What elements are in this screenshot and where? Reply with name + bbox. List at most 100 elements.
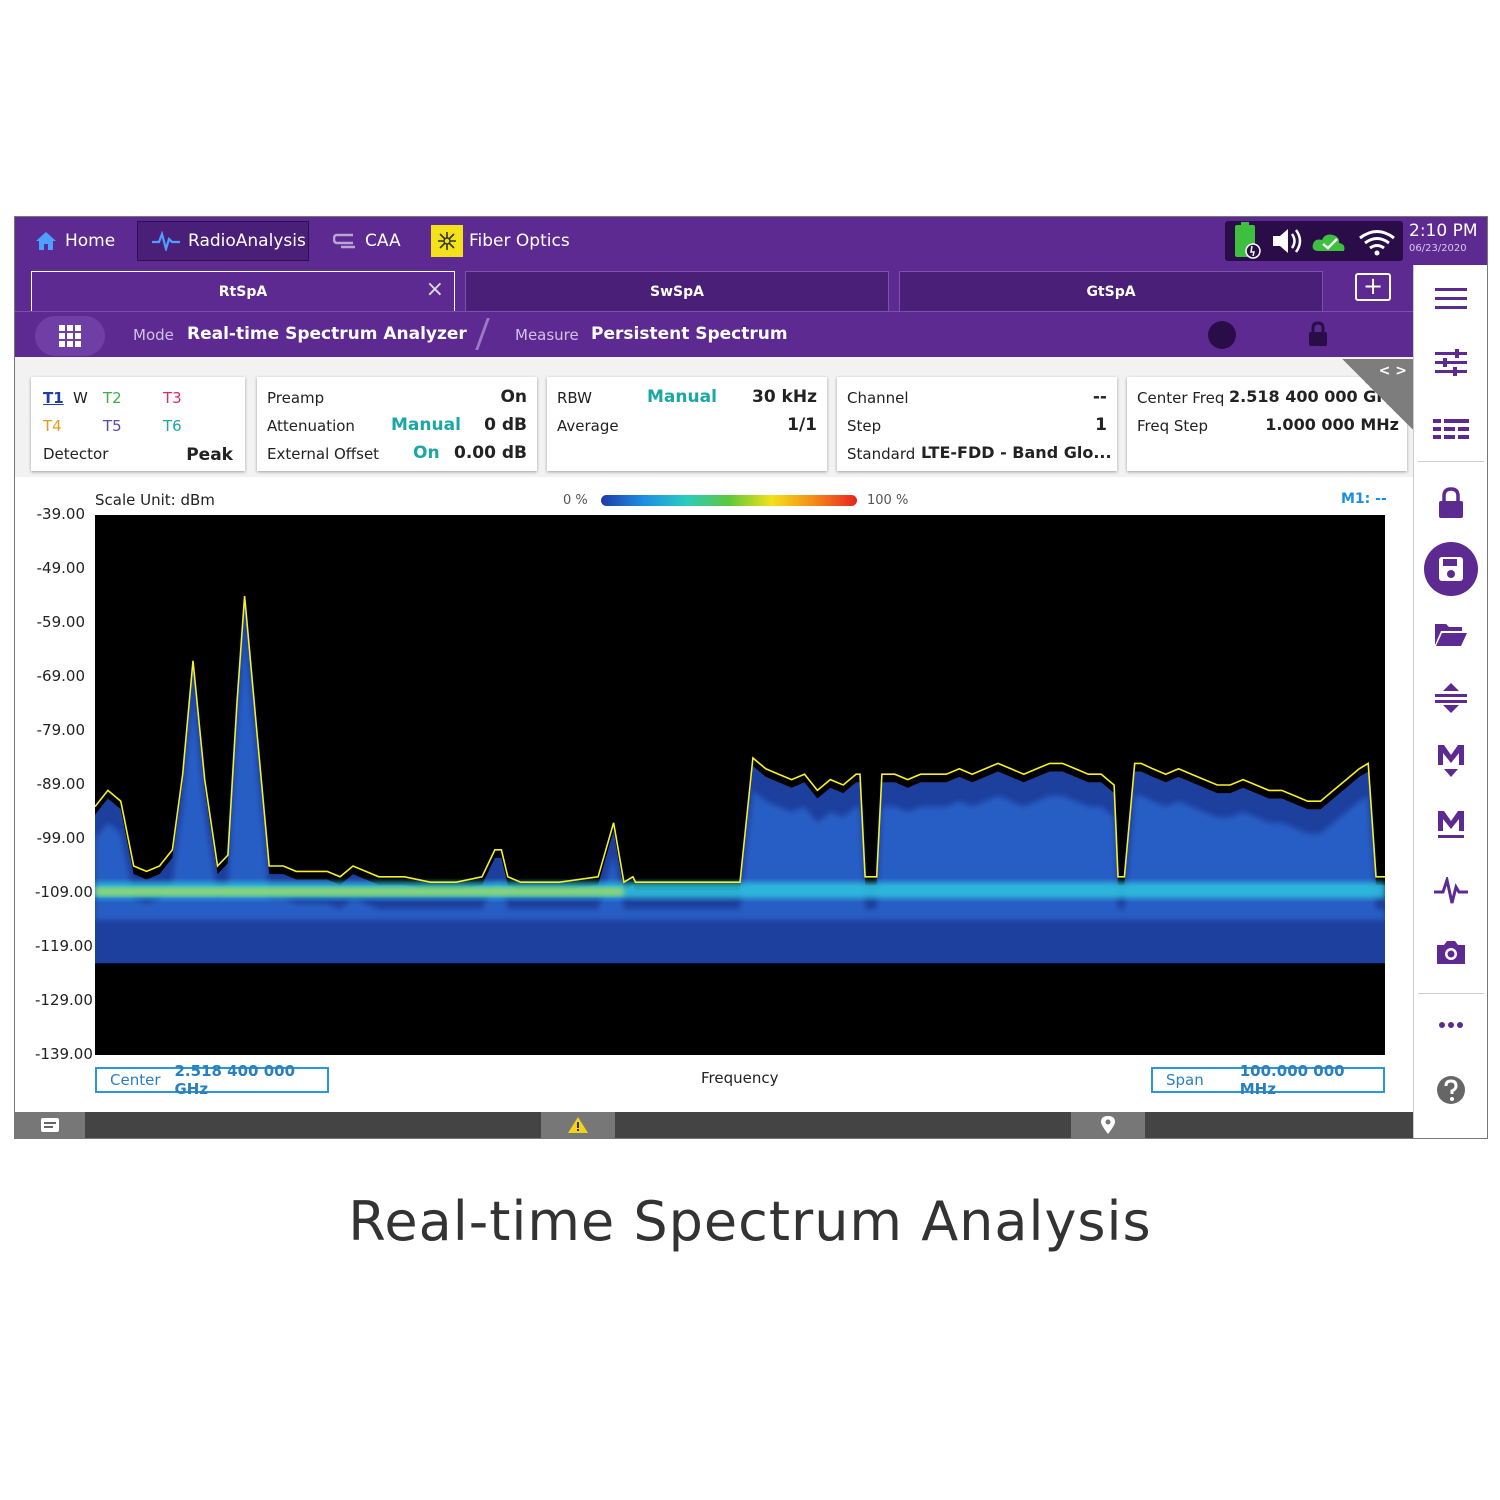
log-button[interactable] (15, 1112, 85, 1138)
attenuation-value[interactable]: 0 dB (484, 415, 527, 435)
trace-t1[interactable]: T1 (43, 389, 64, 407)
sidebar-divider (1418, 461, 1484, 462)
screenshot-button[interactable] (1414, 939, 1487, 965)
trace-w[interactable]: W (73, 389, 88, 407)
channel-value[interactable]: -- (1092, 387, 1107, 407)
y-tick-label: -49.00 (36, 559, 85, 577)
caa-button[interactable]: CAA (333, 221, 401, 261)
preamp-panel[interactable]: Preamp On Attenuation Manual 0 dB Extern… (257, 377, 537, 471)
rbw-value[interactable]: 30 kHz (751, 387, 817, 407)
attenuation-mode[interactable]: Manual (391, 415, 461, 435)
bottom-status-bar (15, 1112, 1413, 1138)
average-label: Average (557, 417, 619, 435)
standard-label: Standard (847, 445, 916, 463)
app-grid-button[interactable] (35, 316, 105, 356)
trace-button[interactable] (1414, 877, 1487, 905)
trace-t6[interactable]: T6 (163, 417, 182, 435)
legend-min: 0 % (563, 493, 588, 508)
radioanalysis-label: RadioAnalysis (188, 231, 306, 251)
external-offset-mode[interactable]: On (413, 443, 440, 463)
plus-icon: + (1362, 272, 1384, 300)
y-tick-label: -59.00 (36, 613, 85, 631)
y-tick-label: -69.00 (36, 667, 85, 685)
trace-t3[interactable]: T3 (163, 389, 182, 407)
plot-svg (95, 595, 1385, 964)
trace-t5[interactable]: T5 (103, 417, 122, 435)
rbw-panel[interactable]: RBW Manual 30 kHz Average 1/1 (547, 377, 827, 471)
persistence-heatmap (95, 604, 1385, 964)
spectrum-chart: Scale Unit: dBm 0 % 100 % M1: -- -39.00 -… (15, 477, 1413, 1112)
location-button[interactable] (1071, 1112, 1145, 1138)
marker-button[interactable] (1414, 743, 1487, 777)
channel-label: Channel (847, 389, 909, 407)
marker-list-button[interactable] (1414, 809, 1487, 841)
alarm-button[interactable] (541, 1112, 615, 1138)
rbw-mode[interactable]: Manual (647, 387, 717, 407)
step-value[interactable]: 1 (1095, 415, 1107, 435)
y-tick-label: -39.00 (36, 505, 85, 523)
settings-button[interactable] (1414, 349, 1487, 377)
trace-panel[interactable]: T1 W T2 T3 T4 T5 T6 Detector Peak (31, 377, 245, 471)
open-button[interactable] (1414, 621, 1487, 647)
save-button[interactable] (1414, 541, 1487, 597)
center-box[interactable]: Center 2.518 400 000 GHz (95, 1062, 329, 1098)
tab-rtspa[interactable]: RtSpA × (31, 271, 455, 311)
measure-value[interactable]: Persistent Spectrum (591, 324, 788, 344)
help-button[interactable] (1414, 1075, 1487, 1105)
trace-t4[interactable]: T4 (43, 417, 62, 435)
plot-area[interactable] (95, 515, 1385, 1055)
tab-swspa[interactable]: SwSpA (465, 271, 889, 311)
settings-summary: T1 W T2 T3 T4 T5 T6 Detector Peak Preamp… (15, 357, 1413, 477)
mode-bar: Mode Real-time Spectrum Analyzer Measure… (15, 311, 1413, 358)
sidebar-divider (1418, 993, 1484, 994)
detector-value[interactable]: Peak (186, 445, 233, 465)
top-bar: Home RadioAnalysis CAA Fiber Optics (15, 217, 1487, 265)
center-value: 2.518 400 000 GHz (174, 1062, 296, 1098)
span-box[interactable]: Span 100.000 000 MHz (1151, 1062, 1385, 1098)
record-indicator[interactable] (1208, 321, 1236, 349)
trace-t2[interactable]: T2 (103, 389, 122, 407)
home-label: Home (65, 231, 116, 251)
home-button[interactable]: Home (35, 221, 115, 261)
help-icon (1437, 1076, 1465, 1104)
persistence-colorbar (601, 495, 857, 506)
tab-row: RtSpA × SwSpA GtSpA (15, 265, 1413, 311)
layout-button[interactable] (1414, 419, 1487, 439)
folder-open-icon (1435, 624, 1467, 646)
freq-step-label: Freq Step (1137, 417, 1209, 435)
lock-button[interactable] (1414, 487, 1487, 519)
marker-readout[interactable]: M1: -- (1341, 491, 1387, 507)
notes-icon (41, 1118, 59, 1132)
y-tick-label: -89.00 (36, 775, 85, 793)
external-offset-label: External Offset (267, 445, 380, 463)
fiber-optics-icon (431, 225, 463, 257)
menu-button[interactable] (1414, 287, 1487, 311)
more-button[interactable] (1414, 1021, 1487, 1029)
mode-value[interactable]: Real-time Spectrum Analyzer (187, 324, 467, 344)
preamp-value[interactable]: On (500, 387, 527, 407)
panel-collapse-handle[interactable]: < > (1341, 359, 1413, 429)
tab-gtspa[interactable]: GtSpA (899, 271, 1323, 311)
scale-unit[interactable]: Scale Unit: dBm (95, 491, 215, 509)
grid-icon (59, 325, 81, 347)
average-value[interactable]: 1/1 (787, 415, 817, 435)
span-value: 100.000 000 MHz (1239, 1062, 1345, 1098)
close-icon[interactable]: × (425, 277, 444, 302)
detector-label: Detector (43, 445, 109, 463)
channel-panel[interactable]: Channel -- Step 1 Standard LTE-FDD - Ban… (837, 377, 1117, 471)
add-tab-button[interactable]: + (1355, 273, 1391, 301)
autoscale-button[interactable] (1414, 683, 1487, 713)
center-label: Center (110, 1071, 161, 1089)
radioanalysis-button[interactable]: RadioAnalysis (137, 221, 309, 261)
attenuation-label: Attenuation (267, 417, 355, 435)
speaker-icon (1273, 229, 1302, 253)
standard-value[interactable]: LTE-FDD - Band Glo... (921, 443, 1112, 462)
y-tick-label: -99.00 (36, 829, 85, 847)
save-icon (1424, 542, 1478, 596)
y-tick-label: -139.00 (35, 1045, 93, 1063)
persistence-area-dense (95, 628, 1385, 920)
fiber-optics-button[interactable]: Fiber Optics (431, 221, 570, 261)
lock-icon[interactable] (1308, 321, 1328, 351)
external-offset-value[interactable]: 0.00 dB (454, 443, 527, 463)
pulse-icon (152, 231, 180, 251)
